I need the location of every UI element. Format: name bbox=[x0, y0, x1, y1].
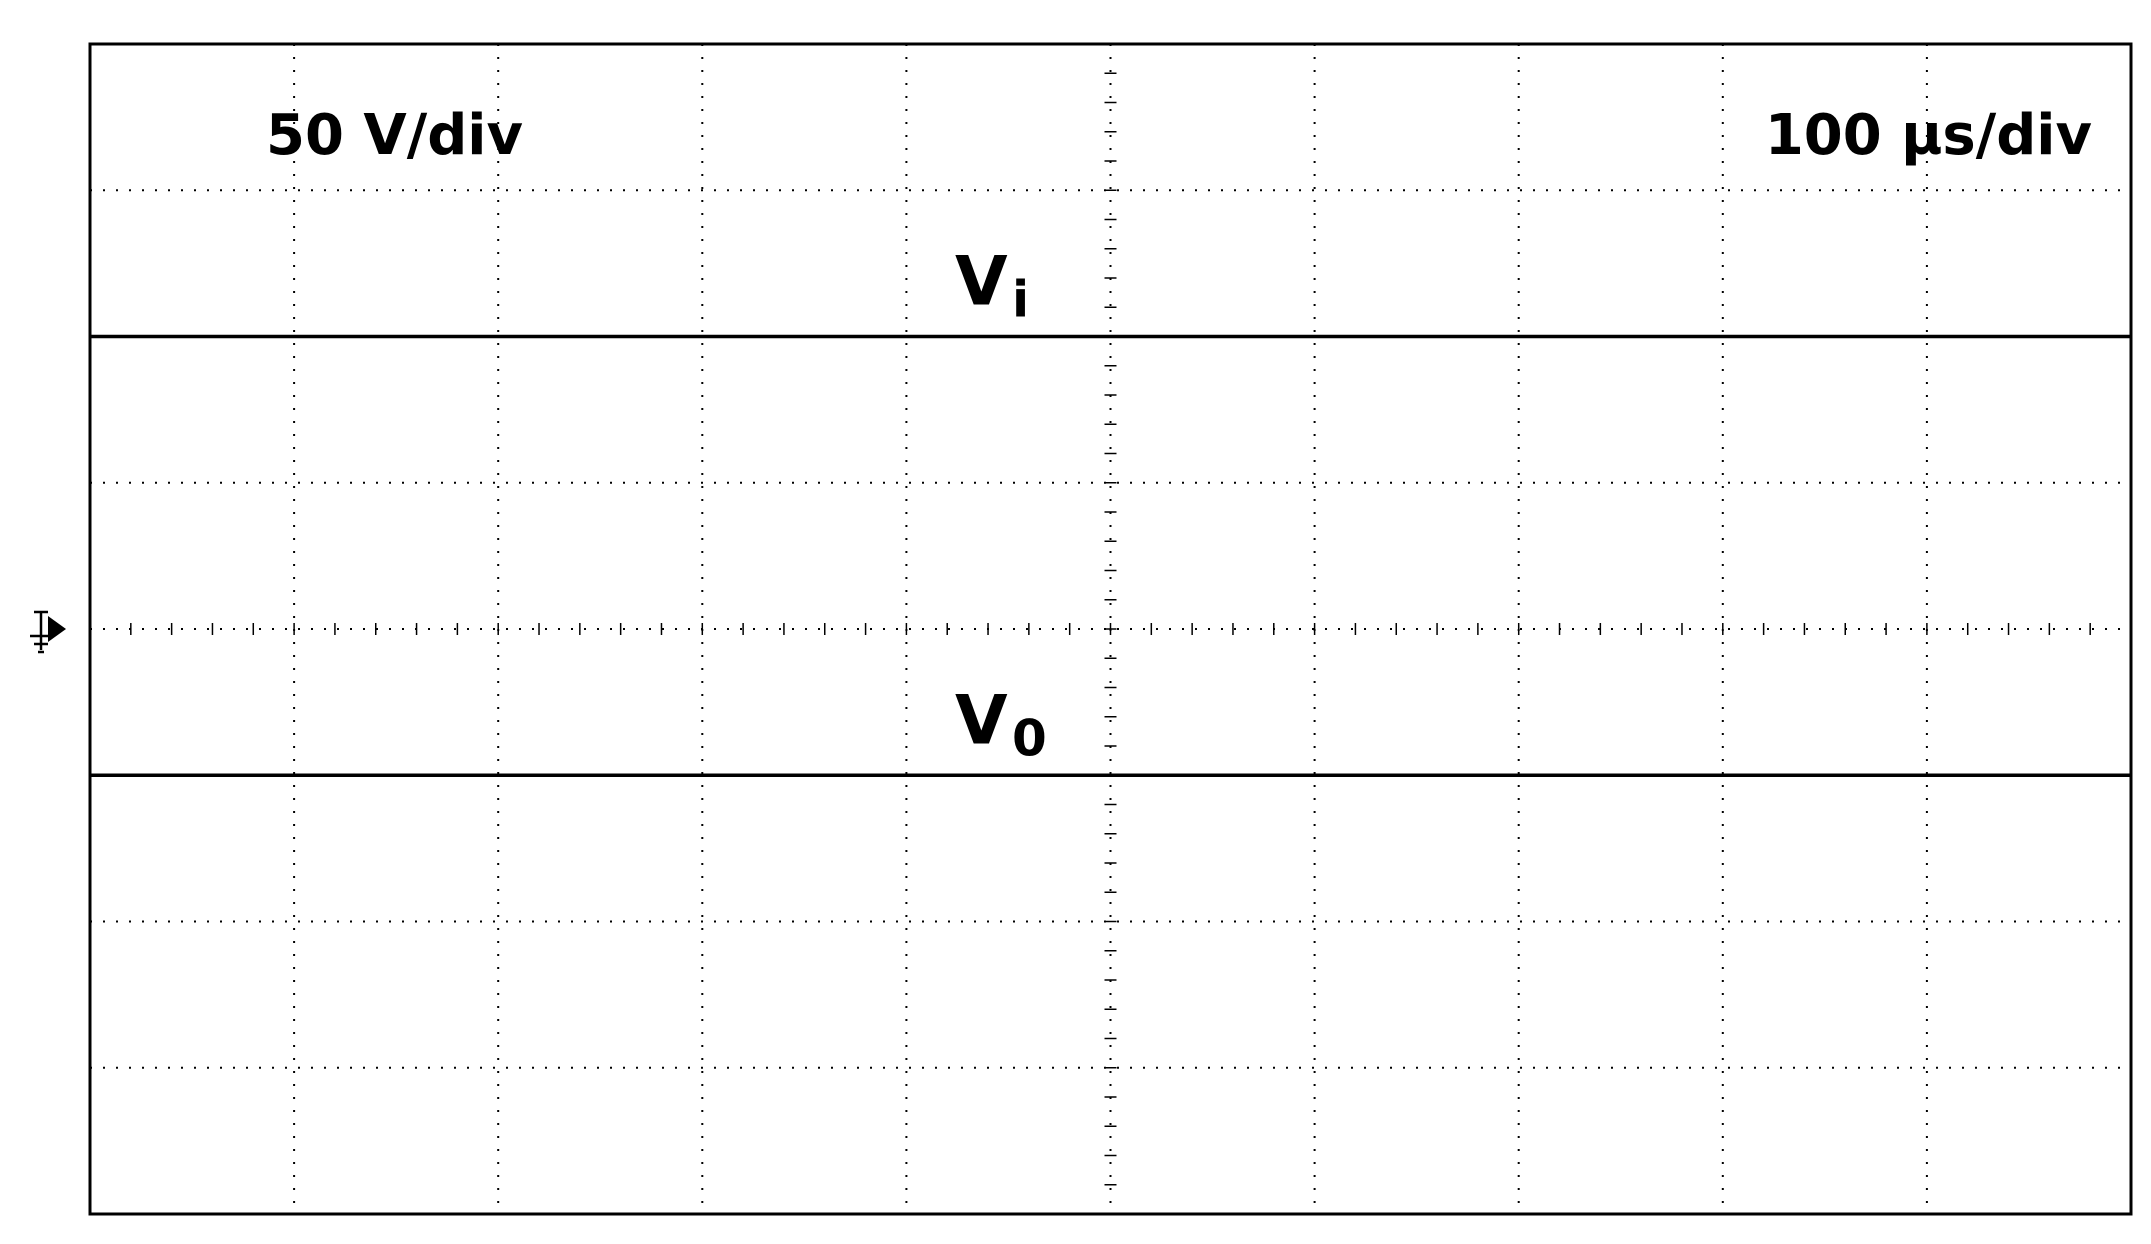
ground-marker bbox=[30, 610, 66, 654]
trace-label-subscript: 0 bbox=[1012, 709, 1047, 767]
trace-label: V bbox=[955, 243, 1008, 322]
trace-label: V bbox=[955, 681, 1008, 760]
time-per-div: 100 µs/div bbox=[1765, 103, 2092, 168]
trace-label-subscript: i bbox=[1012, 271, 1029, 329]
volts-per-div: 50 V/div bbox=[266, 103, 523, 168]
